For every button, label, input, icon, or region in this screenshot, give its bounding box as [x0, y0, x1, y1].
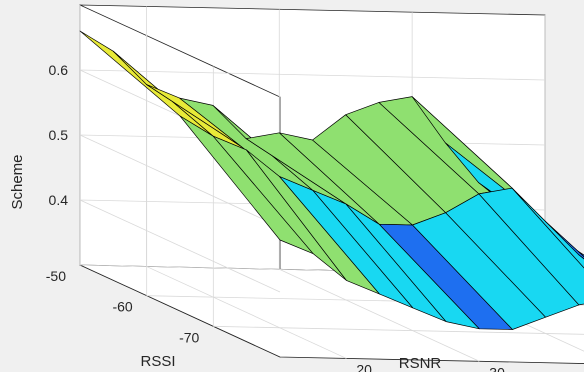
z-tick-label: 0.5 — [49, 127, 69, 143]
y-axis-label: RSSI — [140, 353, 175, 370]
surface-patch — [478, 187, 584, 306]
z-tick-label: 0.4 — [49, 192, 69, 208]
x-tick-label: 20 — [356, 361, 372, 372]
grid-line-z-left — [79, 134, 281, 228]
y-tick-label: -60 — [112, 299, 132, 315]
z-axis-label: Scheme — [9, 154, 26, 209]
x-axis-label: RSNR — [399, 355, 442, 372]
grid-line-y-floor — [213, 325, 584, 335]
z-tick-label: 0.6 — [49, 62, 69, 78]
surface — [79, 30, 584, 330]
grid-line-x-floor — [279, 268, 480, 362]
grid-line-x-floor — [146, 266, 347, 359]
surface-patch — [511, 187, 584, 269]
x-tick-label: 30 — [489, 364, 505, 372]
surface-patch — [545, 221, 584, 260]
grid-line-z — [79, 69, 546, 81]
grid-line-z-left — [79, 199, 281, 293]
y-tick-label: -70 — [179, 329, 199, 345]
surface-patch — [578, 254, 584, 260]
y-tick-label: -50 — [46, 268, 66, 284]
tick-labels: 0.40.50.6-50-60-7020304050 — [46, 62, 505, 372]
